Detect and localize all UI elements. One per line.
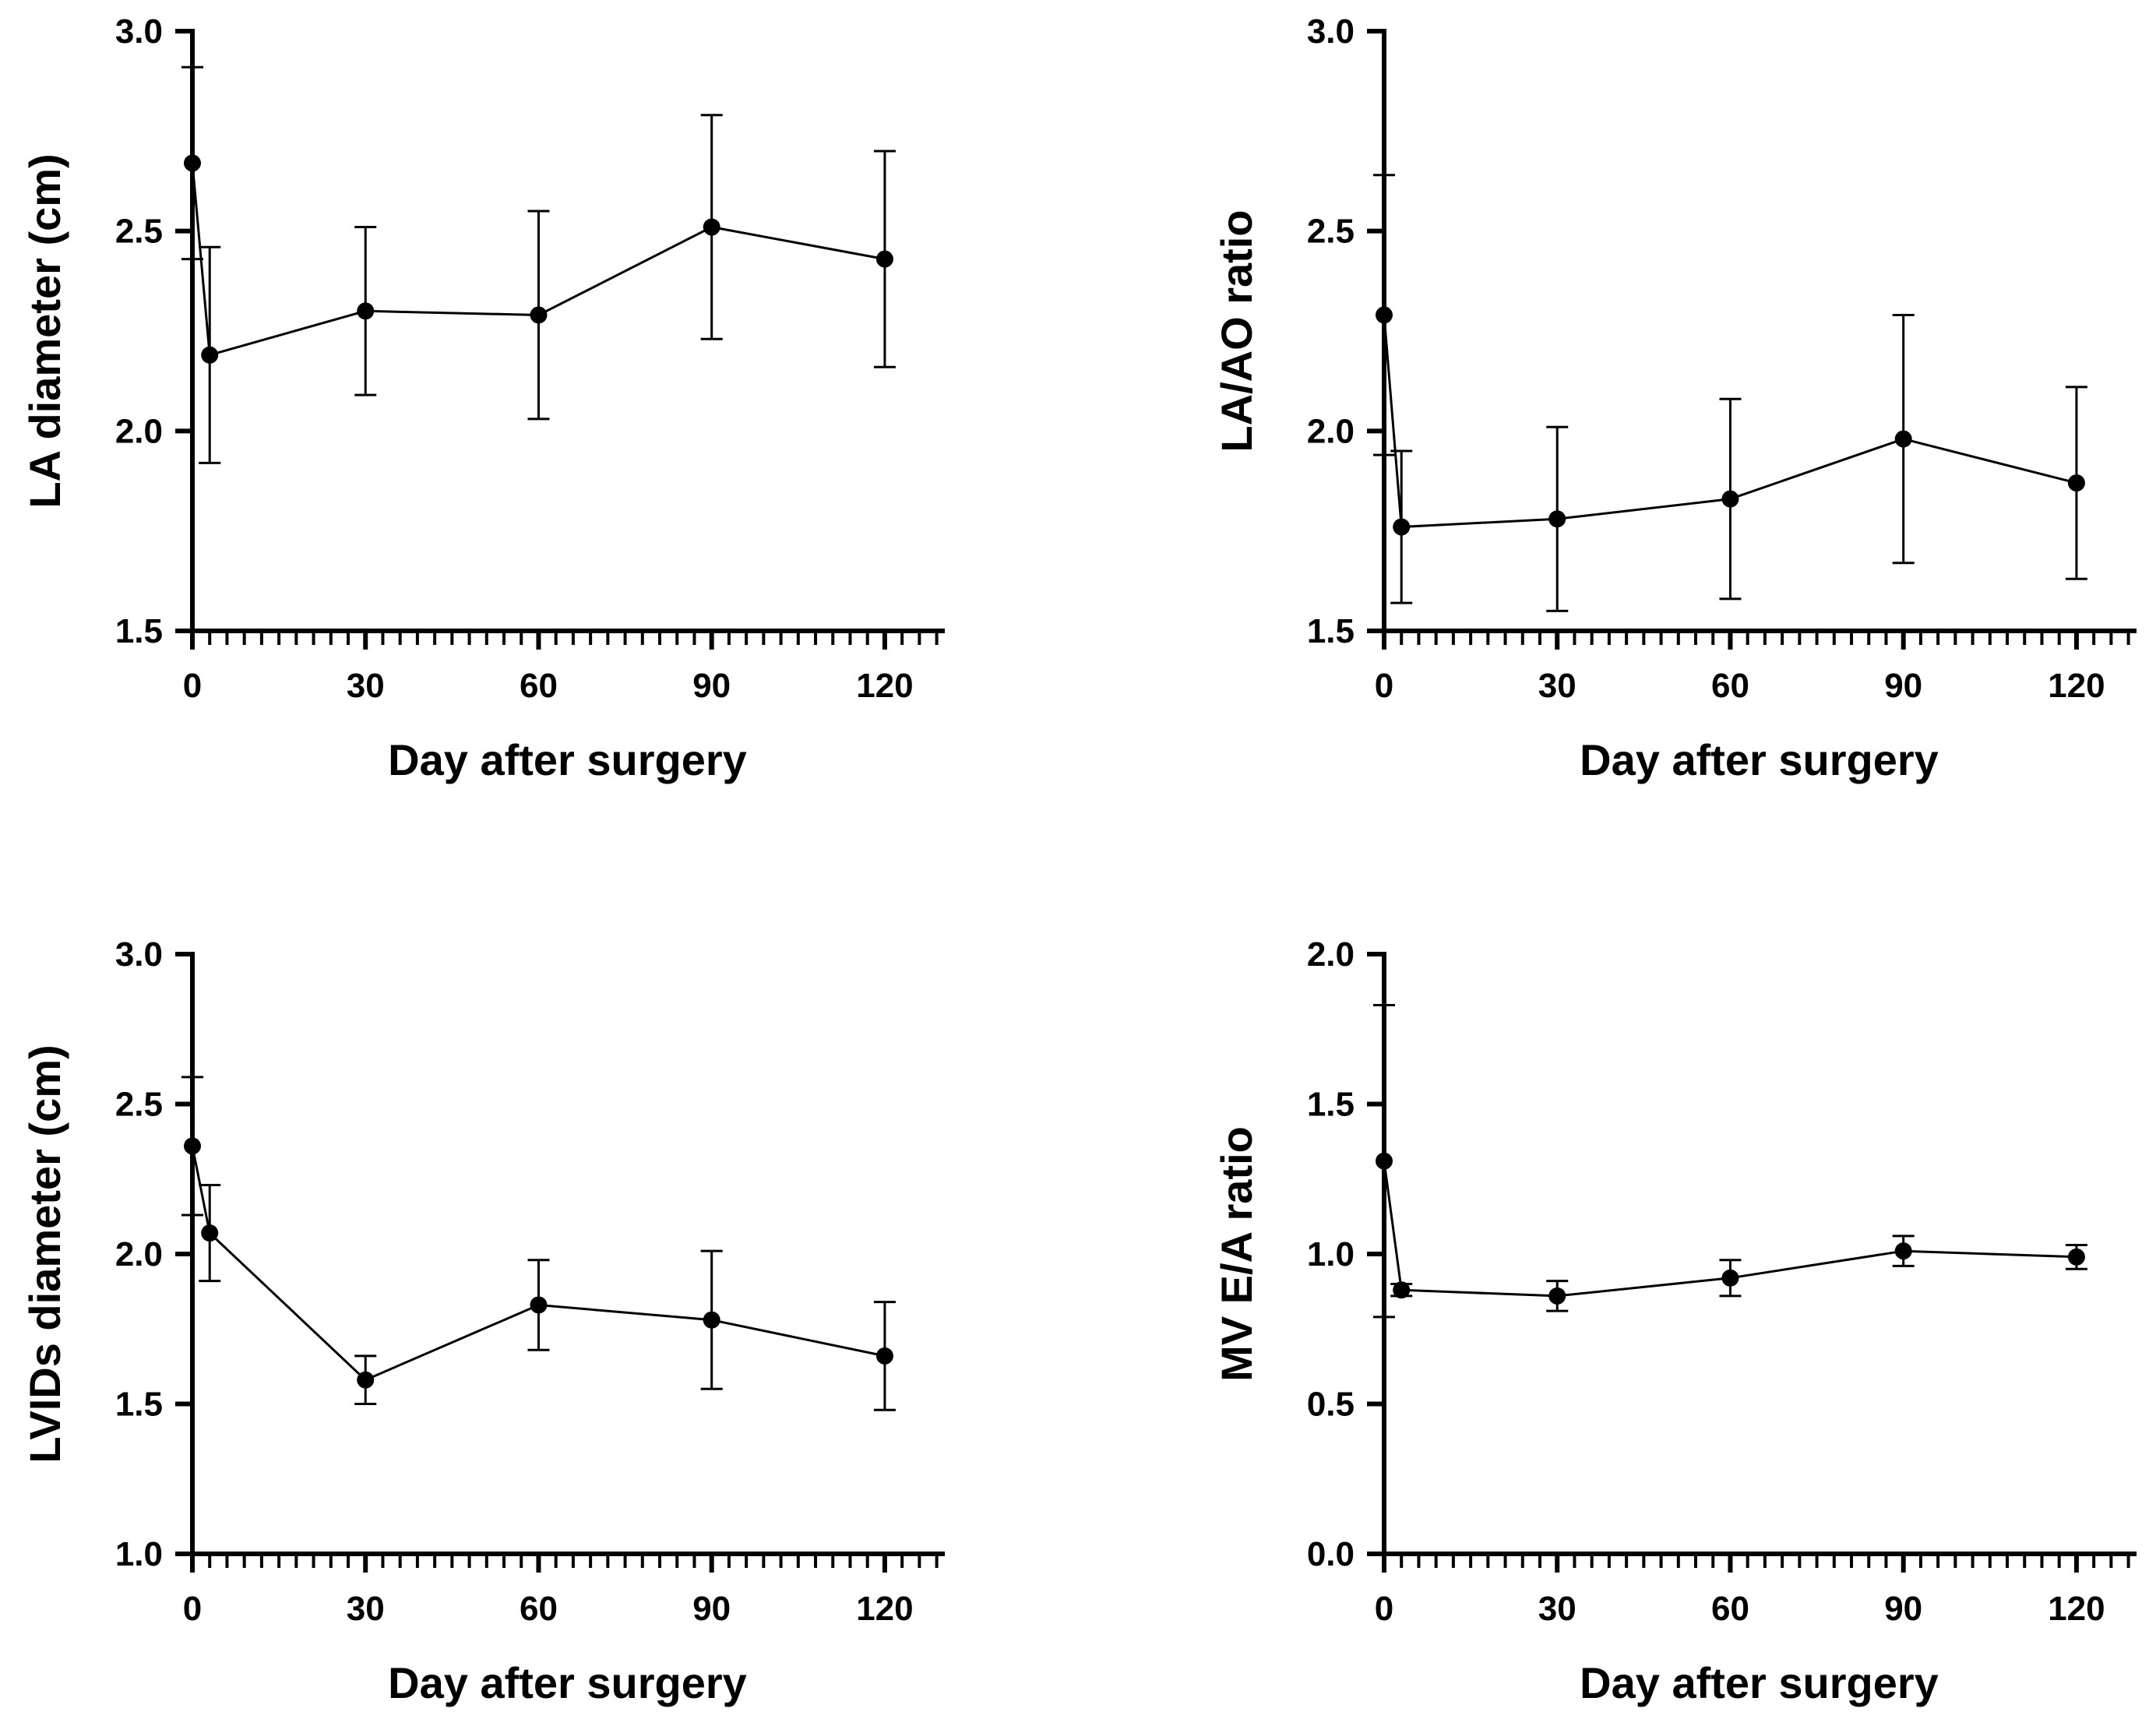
data-point (875, 1347, 893, 1365)
data-point (1376, 1152, 1393, 1170)
y-tick-label: 3.0 (115, 12, 163, 51)
data-point (201, 346, 219, 364)
data-point (703, 1311, 720, 1329)
x-tick-label: 90 (692, 1590, 731, 1628)
y-tick-label: 2.0 (1307, 935, 1355, 974)
series-line (191, 1146, 886, 1382)
series-line (1383, 1161, 2077, 1298)
x-tick-label: 30 (347, 667, 385, 705)
y-tick-label: 1.5 (115, 1386, 163, 1424)
data-point (530, 306, 548, 324)
data-point (1721, 490, 1739, 508)
data-point (2067, 1248, 2085, 1266)
y-tick-label: 3.0 (115, 935, 163, 974)
x-axis-title: Day after surgery (1580, 735, 1939, 784)
x-tick-label: 60 (520, 1590, 558, 1628)
data-point (1721, 1269, 1739, 1287)
y-tick-label: 1.5 (1307, 612, 1355, 650)
y-tick-label: 2.0 (115, 1235, 163, 1273)
y-tick-label: 2.5 (115, 1086, 163, 1124)
data-point (1393, 518, 1411, 536)
y-axis-title: MV E/A ratio (1212, 1126, 1261, 1382)
x-tick-label: 90 (1884, 1590, 1922, 1628)
y-tick-label: 0.0 (1307, 1535, 1355, 1573)
y-tick-label: 2.5 (115, 213, 163, 251)
x-tick-label: 30 (347, 1590, 385, 1628)
y-tick-label: 2.5 (1307, 213, 1355, 251)
data-point (530, 1296, 548, 1314)
x-tick-label: 0 (1375, 1590, 1393, 1628)
y-tick-label: 2.0 (1307, 412, 1355, 450)
chart-panel-bottom-right: 0.0 0.5 1.0 1.5 2.0 0 30 60 90 120 Day after surge… (1212, 935, 2137, 1707)
data-point (184, 154, 201, 172)
y-axis-title: LA diameter (cm) (20, 153, 69, 508)
y-tick-label: 3.0 (1307, 12, 1355, 51)
series-line (191, 163, 886, 357)
chart-panel-bottom-left: 1.0 1.5 2.0 2.5 3.0 0 30 60 90 120 Day after surge… (20, 935, 945, 1707)
chart-panel-top-left: 1.5 2.0 2.5 3.0 0 30 60 90 120 Day after surgery L… (20, 12, 945, 784)
data-point (703, 218, 720, 236)
x-tick-label: 60 (520, 667, 558, 705)
series-line (1383, 315, 2077, 529)
data-point (1894, 1242, 1912, 1260)
y-tick-label: 2.0 (115, 412, 163, 450)
data-point (1393, 1281, 1411, 1299)
x-tick-label: 30 (1538, 667, 1576, 705)
data-point (875, 250, 893, 268)
x-axis-title: Day after surgery (388, 735, 747, 784)
x-tick-label: 120 (2048, 1590, 2105, 1628)
x-tick-label: 90 (1884, 667, 1922, 705)
y-tick-label: 1.5 (115, 612, 163, 650)
x-tick-label: 60 (1711, 1590, 1749, 1628)
data-point (1548, 1287, 1566, 1305)
x-axis-title: Day after surgery (1580, 1658, 1939, 1707)
y-tick-label: 1.0 (1307, 1235, 1355, 1273)
data-point (357, 302, 375, 320)
x-tick-label: 0 (183, 667, 202, 705)
x-axis-title: Day after surgery (388, 1658, 747, 1707)
x-tick-label: 60 (1711, 667, 1749, 705)
data-point (1376, 306, 1393, 324)
data-point (201, 1224, 219, 1242)
data-point (2067, 474, 2085, 492)
x-tick-label: 0 (1375, 667, 1393, 705)
data-point (1548, 510, 1566, 528)
x-tick-label: 120 (2048, 667, 2105, 705)
y-axis-title: LA/AO ratio (1212, 210, 1261, 452)
x-tick-label: 30 (1538, 1590, 1576, 1628)
chart-panel-top-right: 1.5 2.0 2.5 3.0 0 30 60 90 120 Day after surgery L… (1212, 12, 2137, 784)
y-axis-title: LVIDs diameter (cm) (20, 1044, 69, 1463)
data-point (357, 1371, 375, 1389)
data-point (184, 1137, 201, 1155)
x-tick-label: 120 (856, 1590, 913, 1628)
x-tick-label: 0 (183, 1590, 202, 1628)
y-tick-label: 0.5 (1307, 1386, 1355, 1424)
y-tick-label: 1.0 (115, 1535, 163, 1573)
data-point (1894, 430, 1912, 448)
x-tick-label: 120 (856, 667, 913, 705)
y-tick-label: 1.5 (1307, 1086, 1355, 1124)
x-tick-label: 90 (692, 667, 731, 705)
